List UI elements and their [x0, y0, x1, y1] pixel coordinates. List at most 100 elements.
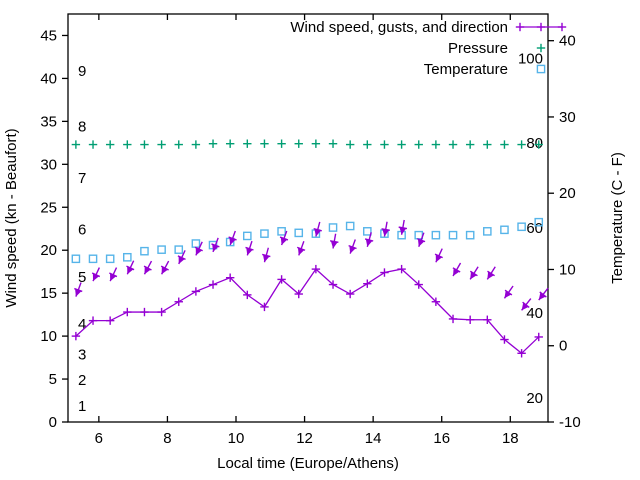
temperature-marker [500, 225, 509, 235]
gust-arrow-head [470, 271, 477, 280]
fahrenheit-label: 100 [518, 50, 543, 67]
temperature-marker [294, 228, 304, 238]
y-tick-label: 25 [40, 199, 57, 216]
fahrenheit-label: 80 [526, 135, 543, 152]
beaufort-label: 4 [78, 316, 86, 333]
temperature-marker [465, 230, 475, 240]
y-tick-label: 45 [40, 27, 57, 44]
temperature-marker [483, 227, 492, 236]
gust-arrow-barb [126, 265, 135, 271]
series-pressure [71, 139, 543, 149]
gust-arrow-barb [329, 240, 339, 244]
gust-arrow-head [487, 271, 494, 280]
chart-legend: Wind speed, gusts, and direction Pressure… [290, 19, 567, 78]
gust-arrow-head [110, 273, 117, 282]
gust-arrow-barb [279, 236, 289, 241]
y2-tick-label: 30 [559, 109, 576, 126]
gust-arrow-barb [143, 265, 152, 271]
y2-tick-label: -10 [559, 414, 581, 431]
temperature-marker [363, 227, 372, 236]
fahrenheit-scale-labels: 20 40 60 80 100 [518, 50, 543, 406]
temperature-marker [105, 254, 115, 264]
legend-label-2: Temperature [424, 61, 508, 78]
y-tick-label: 35 [40, 113, 57, 130]
legend-sample-marker [536, 64, 546, 74]
axis-titles: Local time (Europe/Athens) Wind speed (kn… [3, 128, 626, 472]
temperature-marker [328, 223, 338, 232]
y2-axis-title: Temperature (C - F) [609, 152, 626, 284]
fahrenheit-label: 40 [526, 305, 543, 322]
gust-arrow-barb [91, 272, 101, 278]
y2-tick-label: 20 [559, 185, 576, 202]
gust-arrow-barb [177, 255, 186, 261]
beaufort-label: 9 [78, 63, 86, 80]
gust-arrow-head [504, 290, 512, 299]
series-temperature [71, 217, 544, 264]
legend-label-0: Wind speed, gusts, and direction [290, 19, 508, 36]
x-tick-label: 16 [433, 430, 450, 447]
y-tick-label: 5 [49, 371, 57, 388]
gust-arrow-barb [469, 270, 478, 277]
plot-frame [67, 13, 549, 423]
gust-arrow-head [178, 256, 185, 264]
y2-tick-label: 40 [559, 33, 576, 50]
y-tick-label: 15 [40, 285, 57, 302]
gust-arrow-head [195, 247, 202, 256]
temperature-marker [431, 230, 441, 240]
gust-arrow-head [521, 302, 529, 311]
gust-arrow-barb [109, 272, 118, 278]
x-axis-title: Local time (Europe/Athens) [217, 455, 399, 472]
beaufort-label: 1 [78, 398, 86, 415]
gust-arrow-head [453, 268, 460, 276]
wind-speed-line [75, 268, 540, 355]
y-tick-label: 10 [40, 328, 57, 345]
series-gusts [74, 219, 549, 311]
y2-tick-label: 0 [559, 338, 567, 355]
gust-arrow-barb [452, 267, 461, 273]
beaufort-label: 6 [78, 222, 86, 239]
gust-arrow-barb [348, 244, 357, 250]
gust-arrow-head [144, 266, 151, 275]
temperature-marker [260, 229, 269, 238]
x-tick-label: 8 [163, 430, 171, 447]
gust-arrow-barb [313, 227, 322, 232]
temperature-marker [174, 245, 184, 254]
gust-arrow-head [538, 292, 546, 301]
temperature-marker [140, 246, 149, 256]
gust-arrow-barb [160, 265, 169, 271]
x-tick-label: 10 [228, 430, 245, 447]
y-axis-title: Wind speed (kn - Beaufort) [3, 128, 20, 307]
y-tick-label: 20 [40, 242, 57, 259]
gust-arrow-barb [416, 238, 426, 243]
gust-arrow-head [330, 241, 338, 249]
beaufort-label: 3 [78, 346, 86, 363]
gust-arrow-barb [262, 253, 271, 258]
gust-arrow-barb [194, 246, 203, 252]
gust-arrow-head [399, 227, 407, 235]
gust-arrow-head [161, 266, 168, 275]
beaufort-scale-labels: 1 2 3 4 5 6 7 8 9 [78, 63, 86, 415]
x-tick-label: 12 [296, 430, 313, 447]
gust-arrow-barb [487, 270, 495, 277]
temperature-marker [277, 227, 286, 236]
x-tick-label: 14 [365, 430, 382, 447]
temperature-marker [88, 254, 98, 264]
y-tick-label: 30 [40, 156, 57, 173]
fahrenheit-label: 60 [526, 220, 543, 237]
temperature-marker [123, 252, 132, 262]
y-tick-label: 0 [49, 414, 57, 431]
beaufort-label: 7 [78, 170, 86, 187]
y-axis-ticks: 0 5 10 15 20 25 30 35 40 45 [40, 27, 68, 431]
gust-arrow-head [382, 228, 390, 237]
gust-arrow-barb [364, 238, 374, 242]
series-wind-speed [71, 264, 543, 358]
fahrenheit-label: 20 [526, 390, 543, 407]
gust-arrow-barb [434, 253, 443, 259]
plot-border [67, 13, 549, 423]
temperature-marker [243, 231, 252, 241]
x-tick-label: 6 [95, 430, 103, 447]
gust-arrow-head [92, 273, 100, 282]
gust-arrow-barb [539, 291, 547, 298]
